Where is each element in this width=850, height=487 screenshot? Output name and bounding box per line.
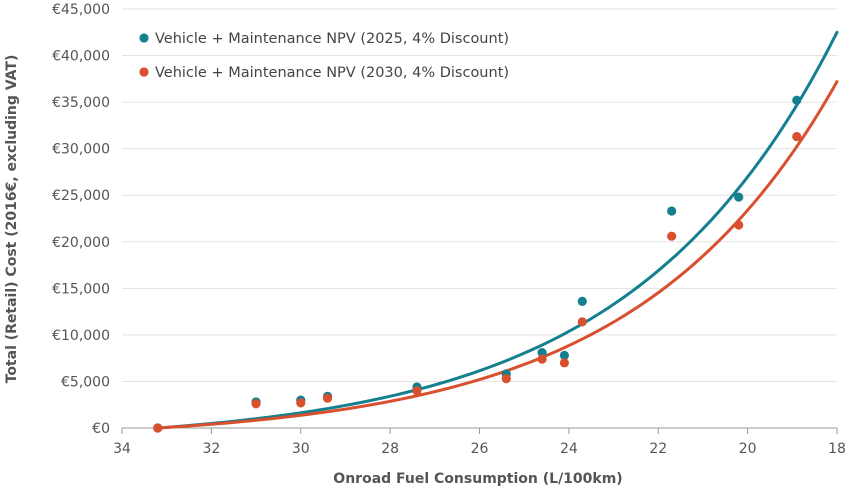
data-point-series-2	[734, 220, 744, 230]
y-tick-label: €25,000	[52, 188, 110, 204]
data-point-series-2	[501, 374, 511, 384]
data-point-series-2	[412, 386, 422, 396]
data-point-series-2	[322, 393, 333, 403]
data-point-series-2	[537, 354, 547, 364]
x-tick-label: 32	[202, 441, 220, 457]
trendline-series-2	[156, 80, 839, 430]
x-axis-title: Onroad Fuel Consumption (L/100km)	[333, 471, 622, 487]
y-axis-title: Total (Retail) Cost (2016€, excluding VA…	[4, 55, 20, 384]
data-point-series-1	[667, 206, 677, 216]
data-point-series-1	[537, 347, 547, 358]
legend-label-series-2: Vehicle + Maintenance NPV (2030, 4% Disc…	[155, 65, 509, 81]
legend-marker-series-2	[139, 67, 149, 77]
y-tick-label: €15,000	[52, 281, 110, 297]
y-tick-label: €20,000	[52, 235, 110, 251]
data-point-series-2	[153, 423, 163, 433]
legend: Vehicle + Maintenance NPV (2025, 4% Disc…	[139, 31, 509, 81]
y-tick-label: €0	[92, 421, 110, 437]
legend-label-series-1: Vehicle + Maintenance NPV (2025, 4% Disc…	[155, 31, 509, 47]
x-tick-label: 20	[739, 441, 757, 457]
x-tick-label: 34	[113, 441, 131, 457]
data-point-series-2	[577, 317, 587, 327]
x-tick-label: 28	[381, 441, 399, 457]
data-point-series-1	[577, 296, 587, 306]
data-point-series-2	[251, 399, 261, 409]
y-tick-label: €5,000	[61, 374, 110, 390]
data-point-series-1	[792, 95, 802, 105]
gridlines	[122, 8, 837, 382]
x-tick-label: 30	[292, 441, 310, 457]
data-point-series-2	[296, 398, 306, 408]
y-tick-label: €35,000	[52, 95, 110, 111]
trendlines	[156, 30, 839, 430]
y-tick-label: €10,000	[52, 328, 110, 344]
data-point-series-1	[734, 192, 744, 202]
trendline-series-1	[156, 30, 839, 430]
y-tick-labels: €0 €5,000 €10,000 €15,000 €20,000 €25,000 €30,…	[52, 2, 110, 437]
x-tick-labels: 34 32 30 28 26 24 22 20 18	[113, 441, 846, 457]
axes	[121, 427, 838, 434]
x-tick-label: 18	[828, 441, 846, 457]
y-tick-label: €45,000	[52, 2, 110, 18]
y-tick-label: €40,000	[52, 49, 110, 65]
y-tick-label: €30,000	[52, 142, 110, 158]
x-tick-label: 22	[649, 441, 667, 457]
legend-marker-series-1	[139, 33, 149, 43]
data-point-series-2	[667, 231, 677, 241]
data-point-series-2	[792, 131, 802, 142]
x-tick-label: 24	[560, 441, 578, 457]
data-point-series-2	[559, 358, 570, 368]
data-point-series-1	[559, 350, 570, 360]
x-tick-label: 26	[471, 441, 489, 457]
data-points	[153, 95, 802, 433]
